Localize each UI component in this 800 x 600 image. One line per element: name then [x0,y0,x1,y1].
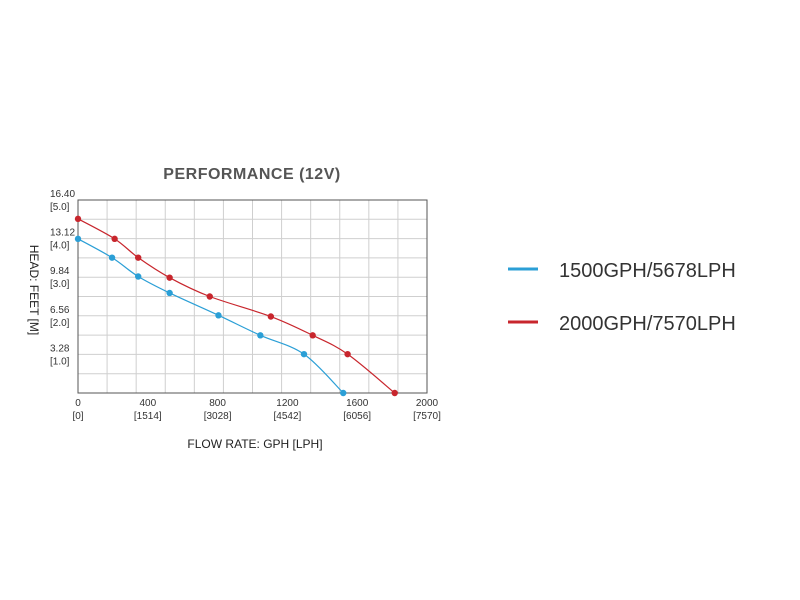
data-point [166,289,173,297]
x-tick-sublabel: [0] [72,411,83,422]
data-point [74,235,82,243]
data-point [166,274,173,281]
data-point [206,293,213,300]
data-point [135,254,142,261]
y-tick-label: 16.40 [50,189,75,200]
y-tick-label: 9.84 [50,266,70,277]
data-point [267,313,275,320]
legend: 1500GPH/5678LPH 2000GPH/7570LPH [508,260,736,335]
data-point [111,235,118,243]
y-tick-sublabel: [4.0] [50,241,70,252]
data-point [257,332,264,339]
legend-label-2: 2000GPH/7570LPH [559,313,736,335]
data-point [74,215,82,223]
data-point [108,254,116,261]
data-point [135,273,142,280]
y-axis-label: HEAD: FEET [M] [27,245,41,335]
data-point [215,312,222,319]
y-tick-label: 3.28 [50,343,70,354]
y-tick-sublabel: [1.0] [50,356,70,367]
x-tick-label: 2000 [416,398,439,409]
y-tick-label: 6.56 [50,305,70,316]
x-tick-label: 400 [139,398,156,409]
legend-label-1: 1500GPH/5678LPH [559,260,736,282]
tick-labels: 0 [0] 400 [1514] 800 [3028] 1200 [4542] 1600 [605… [50,189,441,422]
x-tick-label: 0 [75,398,81,409]
x-tick-label: 1200 [276,398,299,409]
grid [78,200,427,393]
y-tick-sublabel: [5.0] [50,202,70,213]
plot-frame [77,199,428,394]
x-tick-sublabel: [6056] [343,411,371,422]
x-tick-sublabel: [4542] [273,411,301,422]
data-point [309,332,316,339]
data-point [344,350,351,358]
y-tick-sublabel: [2.0] [50,318,70,329]
x-tick-sublabel: [7570] [413,411,441,422]
series-lines [74,215,398,397]
x-axis-label: FLOW RATE: GPH [LPH] [187,437,322,451]
data-point [391,389,398,397]
x-tick-sublabel: [3028] [204,411,232,422]
series-line-2 [77,218,396,394]
x-tick-sublabel: [1514] [134,411,162,422]
y-tick-label: 13.12 [50,228,75,239]
x-tick-label: 1600 [346,398,369,409]
data-point [300,350,308,358]
chart-title: PERFORMANCE (12V) [163,166,340,183]
x-tick-label: 800 [209,398,226,409]
data-point [340,389,347,397]
y-tick-sublabel: [3.0] [50,279,70,290]
